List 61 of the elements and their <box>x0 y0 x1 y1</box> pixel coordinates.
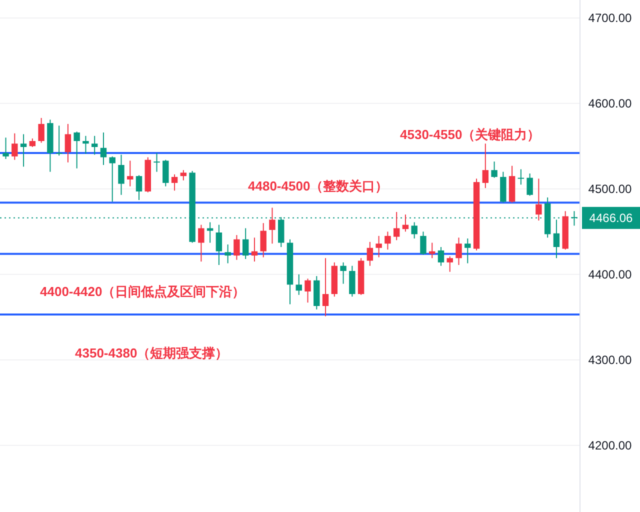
candlestick <box>304 278 311 304</box>
candlestick <box>20 134 27 168</box>
candlestick <box>180 170 187 181</box>
candlestick <box>251 237 258 262</box>
candlestick <box>91 135 98 156</box>
candlestick <box>446 256 453 272</box>
candlestick <box>411 222 418 239</box>
candlestick <box>206 222 214 244</box>
candlestick <box>518 168 524 186</box>
candlestick <box>526 173 533 196</box>
candlestick <box>64 123 72 163</box>
candlestick <box>402 214 409 232</box>
candlestick <box>2 137 9 160</box>
candlestick <box>171 174 178 192</box>
candlestick <box>198 224 204 262</box>
y-tick-label: 4400.00 <box>588 268 632 282</box>
candlestick <box>296 274 302 296</box>
y-tick-label: 4600.00 <box>588 96 632 111</box>
candlestick <box>154 152 160 172</box>
candlestick <box>216 224 222 266</box>
candlestick <box>456 237 462 266</box>
candlestick <box>393 211 400 241</box>
candlestick <box>234 234 240 260</box>
y-tick-label: 4200.00 <box>588 438 632 453</box>
y-tick-label: 4700.00 <box>588 11 632 26</box>
y-tick-label: 4300.00 <box>588 353 632 368</box>
candlestick <box>438 246 444 266</box>
ref-line-label: 4466.06 <box>589 211 634 226</box>
candlestick <box>224 244 231 264</box>
candlestick <box>553 219 560 259</box>
candlestick <box>429 242 436 259</box>
ref-line-label: 4400-4420（日间低点及区间下沿） <box>40 284 246 299</box>
ref-line-label: 4350-4380（短期强支撑） <box>75 346 228 361</box>
candlestick <box>366 241 374 266</box>
candlestick <box>464 238 471 264</box>
candlestick <box>12 132 18 160</box>
candlestick <box>349 265 356 298</box>
candlestick <box>322 258 329 317</box>
candlestick <box>491 161 498 178</box>
candlestick <box>74 131 80 169</box>
y-tick-label: 4500.00 <box>588 182 632 196</box>
candlestick <box>56 125 62 156</box>
candlestick <box>340 262 346 284</box>
candlestick <box>82 135 89 154</box>
candlestick <box>100 132 107 166</box>
candlestick <box>118 154 124 196</box>
candlestick <box>420 231 426 256</box>
candlestick <box>127 160 134 187</box>
candlestick <box>242 228 249 260</box>
candlestick <box>269 207 276 244</box>
ref-line-label: 4530-4550（关键阻力） <box>400 127 540 142</box>
ref-line-label: 4480-4500（整数关口） <box>248 178 388 194</box>
candlestick <box>260 222 266 258</box>
candlestick <box>376 235 382 258</box>
candlestick <box>109 156 116 202</box>
candlestick <box>384 231 391 250</box>
candlestick <box>482 143 489 189</box>
candlestick <box>536 178 542 222</box>
candlestick <box>136 174 142 201</box>
candlestick <box>162 159 169 187</box>
candlestick <box>38 117 44 144</box>
